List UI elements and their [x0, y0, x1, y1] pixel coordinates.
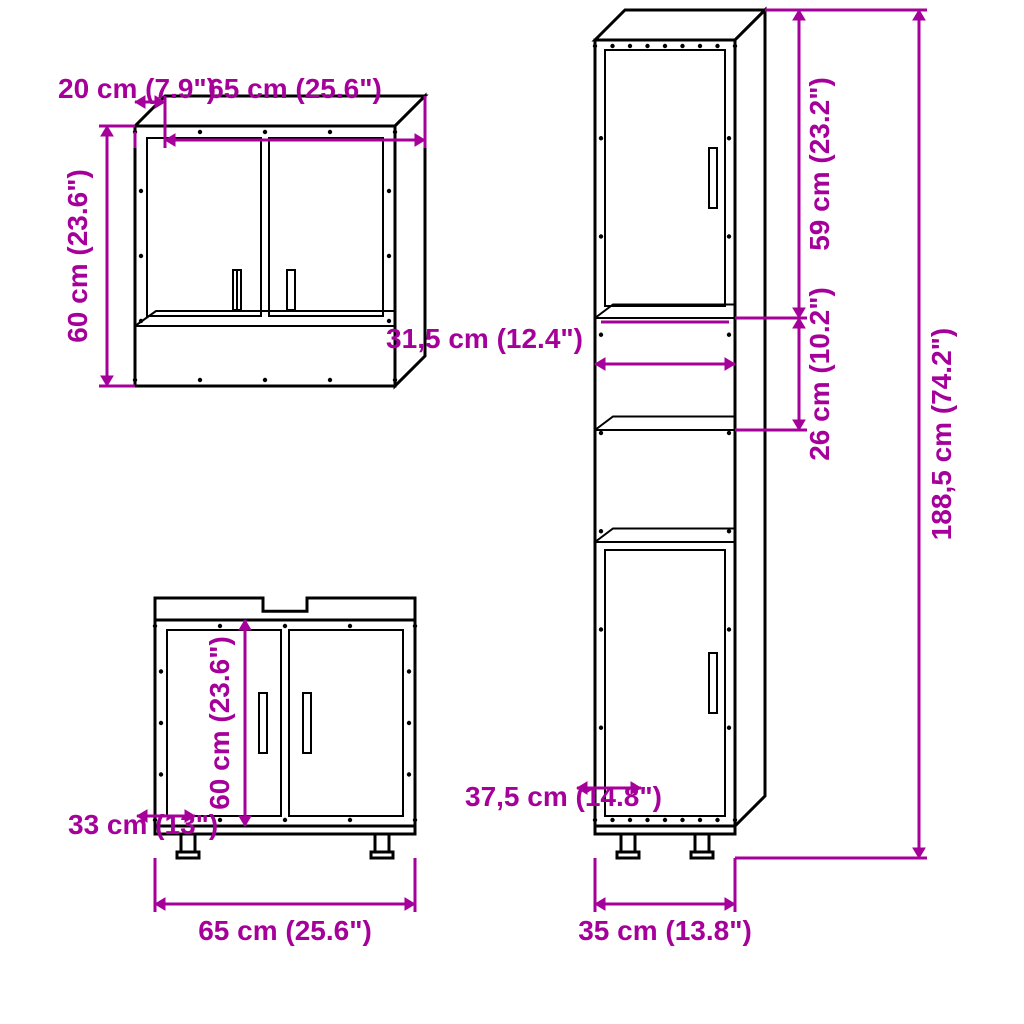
label-tall-width: 35 cm (13.8") — [578, 915, 752, 946]
label-wall-depth: 20 cm (7.9") — [58, 73, 216, 104]
label-tall-total: 188,5 cm (74.2") — [926, 328, 957, 541]
label-sink-width: 65 cm (25.6") — [198, 915, 372, 946]
label-sink-height: 60 cm (23.6") — [204, 636, 235, 810]
label-tall-shelf-h: 26 cm (10.2") — [804, 287, 835, 461]
label-wall-height: 60 cm (23.6") — [62, 169, 93, 343]
label-tall-top-h: 59 cm (23.2") — [804, 77, 835, 251]
label-tall-shelfw: 31,5 cm (12.4") — [386, 323, 583, 354]
label-wall-width: 65 cm (25.6") — [208, 73, 382, 104]
